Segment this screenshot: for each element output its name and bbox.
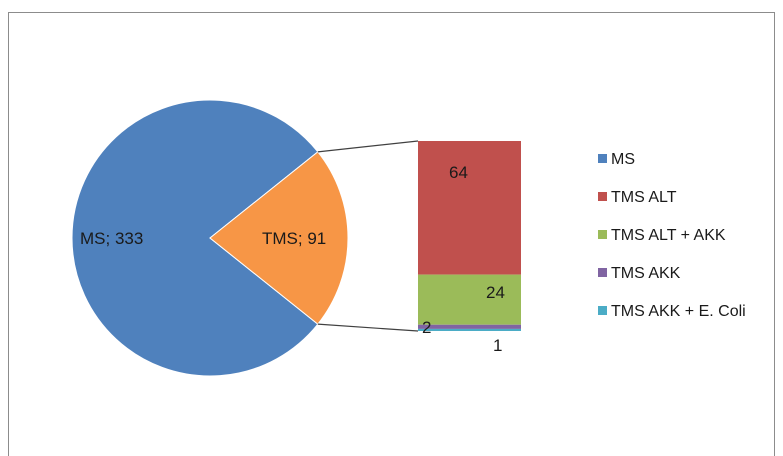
pie-slice-ms [71, 99, 319, 377]
stacked-bar [418, 141, 521, 331]
data-labels: MS; 333 TMS; 91 64 24 2 1 [80, 163, 505, 355]
connector-line-top [317, 140, 419, 153]
legend: MS TMS ALT TMS ALT + AKK TMS AKK TMS AKK + E… [598, 151, 746, 320]
bar-segment-tms-akk-e-coli [418, 328, 521, 331]
data-label-tms-akk: 2 [422, 318, 431, 337]
legend-swatch-tms-alt-akk [598, 230, 607, 239]
data-label-tms-akk-e-coli: 1 [493, 336, 502, 355]
connector-line-bottom [317, 323, 419, 332]
legend-swatch-tms-akk-e-coli [598, 306, 607, 315]
legend-swatch-tms-alt [598, 192, 607, 201]
legend-swatch-ms [598, 154, 607, 163]
legend-label-tms-alt: TMS ALT [611, 189, 677, 206]
bar-segment-tms-alt [418, 141, 521, 275]
data-label-tms: TMS; 91 [262, 229, 326, 248]
pie [71, 99, 349, 377]
data-label-tms-alt: 64 [449, 163, 468, 182]
data-label-tms-alt-akk: 24 [486, 283, 505, 302]
bar-segment-tms-alt-akk [418, 274, 521, 325]
legend-label-tms-akk-e-coli: TMS AKK + E. Coli [611, 303, 746, 320]
data-label-ms: MS; 333 [80, 229, 143, 248]
connector-lines [317, 140, 419, 332]
legend-swatch-tms-akk [598, 268, 607, 277]
legend-label-tms-alt-akk: TMS ALT + AKK [611, 227, 726, 244]
pie-slice-tms [209, 151, 349, 325]
legend-label-ms: MS [611, 151, 635, 168]
bar-segment-tms-akk [418, 324, 521, 329]
legend-label-tms-akk: TMS AKK [611, 265, 681, 282]
